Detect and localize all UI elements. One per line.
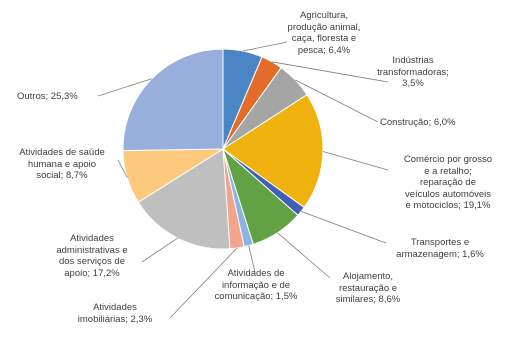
leader-line-6 (248, 245, 256, 273)
leader-line-2 (295, 79, 379, 123)
label-administrativas: Atividades administrativas e dos serviço… (56, 233, 128, 279)
label-transportes: Transportes e armazenagem; 1,6% (396, 237, 484, 260)
pie-slice-10 (122, 48, 224, 152)
label-saude: Atividades de saúde humana e apoio socia… (19, 147, 105, 181)
leader-line-3 (322, 151, 389, 171)
leader-line-9 (117, 159, 128, 178)
pie-slice-8 (137, 148, 231, 250)
leader-line-1 (271, 61, 389, 83)
pie-slices (122, 48, 324, 250)
leader-line-4 (300, 211, 387, 244)
label-construcao: Construção; 6,0% (380, 117, 456, 128)
label-informacao: Atividades de informação e de comunicaçã… (214, 268, 298, 302)
leader-line-0 (242, 41, 288, 52)
leader-line-8 (141, 237, 178, 263)
leader-line-7 (169, 247, 238, 319)
label-outros: Outros; 25,3% (17, 91, 78, 102)
label-alojamento: Alojamento, restauração e similares; 8,6… (335, 271, 401, 305)
label-comercio: Comércio por grosso e a retalho; reparaç… (403, 154, 493, 211)
leader-line-10 (97, 78, 152, 97)
leader-line-5 (277, 232, 331, 279)
label-imobiliarias: Atividades imobiliárias; 2,3% (77, 302, 153, 325)
pie-slice-3 (222, 94, 324, 209)
label-industrias: Indústrias transformadoras; 3,5% (377, 55, 449, 89)
label-agricultura: Agricultura, produção animal, caça, flor… (287, 10, 361, 56)
leader-lines (97, 41, 389, 319)
